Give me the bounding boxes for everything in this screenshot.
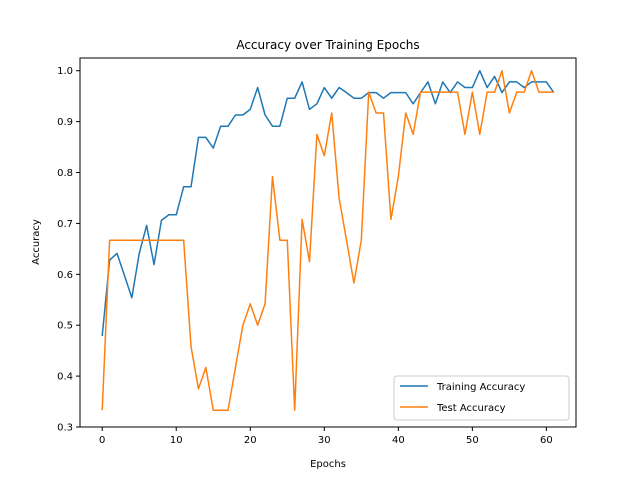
y-tick-label: 0.6 [57, 270, 73, 281]
y-axis-ticks: 0.3 0.4 0.5 0.6 0.7 0.8 0.9 1.0 [57, 66, 80, 434]
y-tick-label: 0.5 [57, 321, 73, 332]
legend-label-training: Training Accuracy [436, 382, 525, 393]
axes-frame [79, 57, 577, 428]
x-tick-label: 40 [392, 435, 405, 446]
y-tick-label: 0.4 [57, 372, 73, 383]
test-accuracy-line [101, 69, 554, 411]
y-tick-label: 0.7 [57, 219, 73, 230]
y-tick-label: 1.0 [57, 66, 73, 77]
x-tick-label: 60 [540, 435, 553, 446]
axes [79, 57, 577, 428]
training-accuracy-line [101, 69, 555, 336]
chart-title: Accuracy over Training Epochs [236, 38, 419, 52]
y-tick-label: 0.3 [57, 423, 73, 434]
x-tick-label: 10 [170, 435, 183, 446]
x-axis-label: Epochs [310, 459, 346, 470]
plot-area [101, 69, 555, 411]
x-tick-label: 30 [318, 435, 331, 446]
legend: Training Accuracy Test Accuracy [393, 375, 570, 421]
x-tick-label: 50 [466, 435, 479, 446]
legend-box [393, 375, 570, 421]
x-tick-label: 20 [244, 435, 257, 446]
y-axis-label: Accuracy [31, 219, 42, 265]
x-tick-label: 0 [99, 435, 105, 446]
y-tick-label: 0.9 [57, 117, 73, 128]
legend-label-test: Test Accuracy [436, 403, 506, 414]
y-tick-label: 0.8 [57, 168, 73, 179]
x-axis-ticks: 0 10 20 30 40 50 60 [99, 427, 553, 446]
